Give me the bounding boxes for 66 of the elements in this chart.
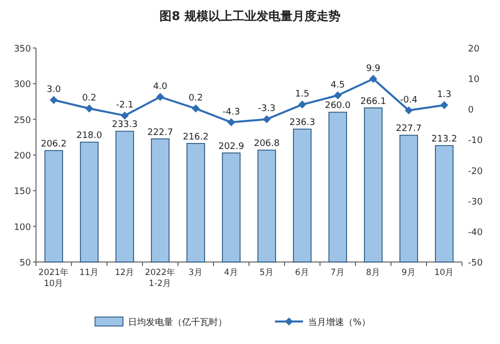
y-tick-label: 300 [14,80,32,90]
data-label: 4.0 [153,82,168,92]
data-label: 206.2 [40,140,67,150]
data-label: 0.2 [82,94,96,104]
y2-tick-label: 10 [468,75,480,86]
y-tick-label: 350 [14,44,32,54]
point [334,91,342,100]
y-tick-label: 150 [14,187,32,198]
x-tick-label: 9月 [402,268,416,278]
y2-tick-label: -30 [468,197,483,208]
x-tick-label: 12月 [114,268,135,278]
data-label: 266.1 [360,96,386,107]
chart-title: 图8 规模以上工业发电量月度走势 [160,9,340,23]
data-label: 236.3 [289,118,316,128]
data-label: 218.0 [76,131,102,142]
data-label: 9.9 [366,64,381,74]
x-tick-label: 11月 [79,268,100,278]
point [120,112,129,120]
y2-tick-label: 20 [468,44,480,54]
data-label: 1.3 [437,90,452,100]
data-label: -2.1 [116,100,134,111]
x-tick-label: 8月 [366,268,380,278]
data-label: 4.5 [330,80,345,90]
y-tick-label: 250 [14,116,32,126]
data-label: 3.0 [46,84,62,95]
data-label: 202.9 [218,142,244,152]
point [50,96,58,104]
y-tick-label: 50 [20,258,32,268]
x-tick-label: 5月 [260,268,274,278]
data-label: 213.2 [431,134,458,145]
data-label: 216.2 [182,132,209,142]
data-label: -0.4 [400,95,418,106]
point [298,100,306,109]
data-label: -3.3 [258,104,276,114]
x-tick-label: 3月 [188,268,203,278]
y2-tick-label: -50 [468,258,483,268]
y2-tick-label: -10 [468,136,483,146]
data-label: 0.2 [188,94,203,104]
point [404,106,413,114]
point [369,74,378,83]
point [227,118,236,126]
data-label: 227.7 [396,124,422,134]
point [440,101,448,110]
data-label: 1.5 [295,90,310,100]
x-tick-label: 4月 [224,268,238,278]
legend-label: 当月增速（%） [308,317,371,328]
x-tick-label: 6月 [295,268,310,278]
legend-label: 日均发电量（亿千瓦时） [128,317,227,328]
y-tick-label: 100 [14,222,32,233]
y2-tick-label: -20 [468,166,483,177]
point [156,92,164,101]
y2-tick-label: -40 [468,228,483,238]
x-tick-label: 2021年 10月 [38,267,70,289]
data-label: 222.7 [147,128,174,138]
x-tick-label: 7月 [330,268,345,278]
y2-tick-label: 0 [468,106,474,116]
y-tick-label: 200 [14,152,32,162]
x-tick-label: 10月 [434,268,454,278]
data-label: 233.3 [112,120,138,130]
x-tick-label: 2022年 1-2月 [144,267,176,289]
point [262,115,271,124]
data-label: -4.3 [222,107,240,118]
point [85,104,94,113]
data-label: 206.8 [254,139,280,150]
data-label: 260.0 [324,101,351,112]
point [192,104,200,113]
